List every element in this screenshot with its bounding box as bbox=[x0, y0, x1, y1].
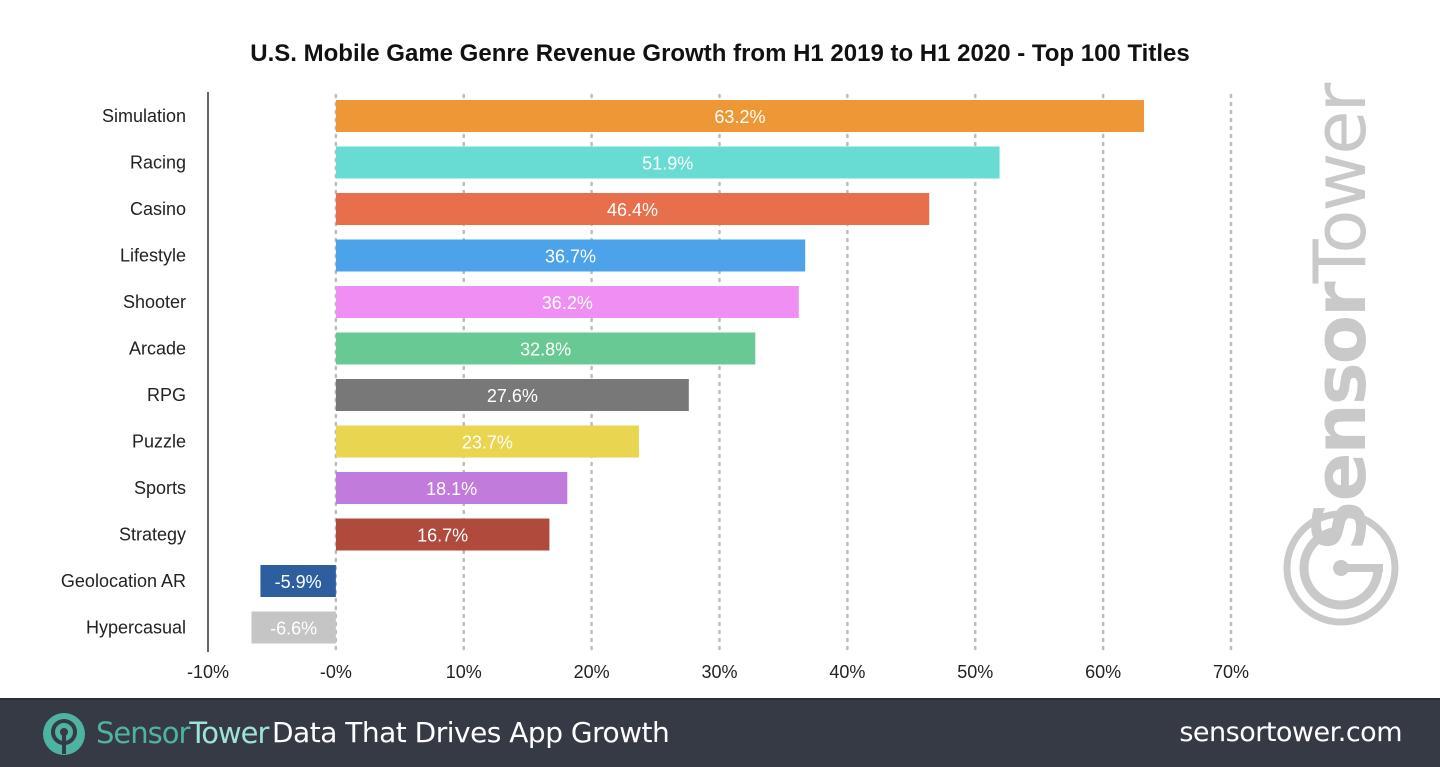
category-label: Lifestyle bbox=[120, 246, 186, 266]
bar bbox=[335, 425, 639, 458]
bar bbox=[335, 379, 689, 411]
data-label: 18.1% bbox=[426, 479, 477, 499]
sensortower-logo-icon bbox=[43, 713, 85, 755]
data-label: 27.6% bbox=[487, 386, 538, 406]
data-label: -6.6% bbox=[270, 619, 317, 639]
data-label: 46.4% bbox=[607, 200, 658, 220]
category-label: Sports bbox=[134, 478, 186, 498]
x-tick-label: 70% bbox=[1213, 662, 1249, 682]
data-label: 32.8% bbox=[520, 340, 571, 360]
bar bbox=[335, 518, 550, 551]
category-label: Geolocation AR bbox=[61, 571, 186, 591]
category-label: Shooter bbox=[123, 292, 186, 312]
bar bbox=[335, 193, 930, 225]
category-label: Racing bbox=[130, 153, 186, 173]
bar bbox=[335, 286, 799, 318]
x-tick-label: 10% bbox=[446, 662, 482, 682]
data-label: 16.7% bbox=[417, 526, 468, 546]
category-label: Hypercasual bbox=[86, 618, 186, 638]
category-label: RPG bbox=[147, 385, 186, 405]
x-tick-label: 60% bbox=[1085, 662, 1121, 682]
footer-url[interactable]: sensortower.com bbox=[1179, 717, 1402, 748]
x-tick-label: 40% bbox=[829, 662, 865, 682]
brand-sensor: Sensor bbox=[96, 716, 190, 750]
category-label: Puzzle bbox=[132, 432, 186, 452]
bar bbox=[335, 472, 568, 504]
data-label: 63.2% bbox=[714, 107, 765, 127]
footer-brand: SensorTower bbox=[96, 716, 269, 750]
bar-chart: -10% -0% 10% 20% 30% 40% 50% 60% 70% Simulation 63… bbox=[61, 92, 1249, 682]
data-label: 23.7% bbox=[462, 433, 513, 453]
bar bbox=[335, 100, 1145, 132]
watermark-logo-icon bbox=[1283, 510, 1399, 626]
bar bbox=[335, 332, 756, 365]
category-label: Casino bbox=[130, 199, 186, 219]
x-tick-label: 20% bbox=[574, 662, 610, 682]
data-label: 36.7% bbox=[545, 247, 596, 267]
x-tick-label: -0% bbox=[320, 662, 352, 682]
category-label: Strategy bbox=[119, 525, 186, 545]
category-label: Simulation bbox=[102, 106, 186, 126]
data-label: 51.9% bbox=[642, 154, 693, 174]
x-tick-label: -10% bbox=[187, 662, 229, 682]
brand-tower: Tower bbox=[189, 716, 269, 750]
bar bbox=[260, 565, 336, 597]
data-label: -5.9% bbox=[275, 572, 322, 592]
category-label: Arcade bbox=[129, 339, 186, 359]
x-tick-label: 50% bbox=[957, 662, 993, 682]
bar bbox=[335, 146, 1000, 179]
data-label: 36.2% bbox=[542, 293, 593, 313]
footer-tagline: Data That Drives App Growth bbox=[272, 716, 670, 749]
bar bbox=[251, 611, 336, 644]
x-tick-label: 30% bbox=[701, 662, 737, 682]
bar bbox=[335, 239, 806, 272]
footer: SensorTower Data That Drives App Growth … bbox=[0, 698, 1440, 767]
chart-title: U.S. Mobile Game Genre Revenue Growth fr… bbox=[250, 40, 1190, 67]
